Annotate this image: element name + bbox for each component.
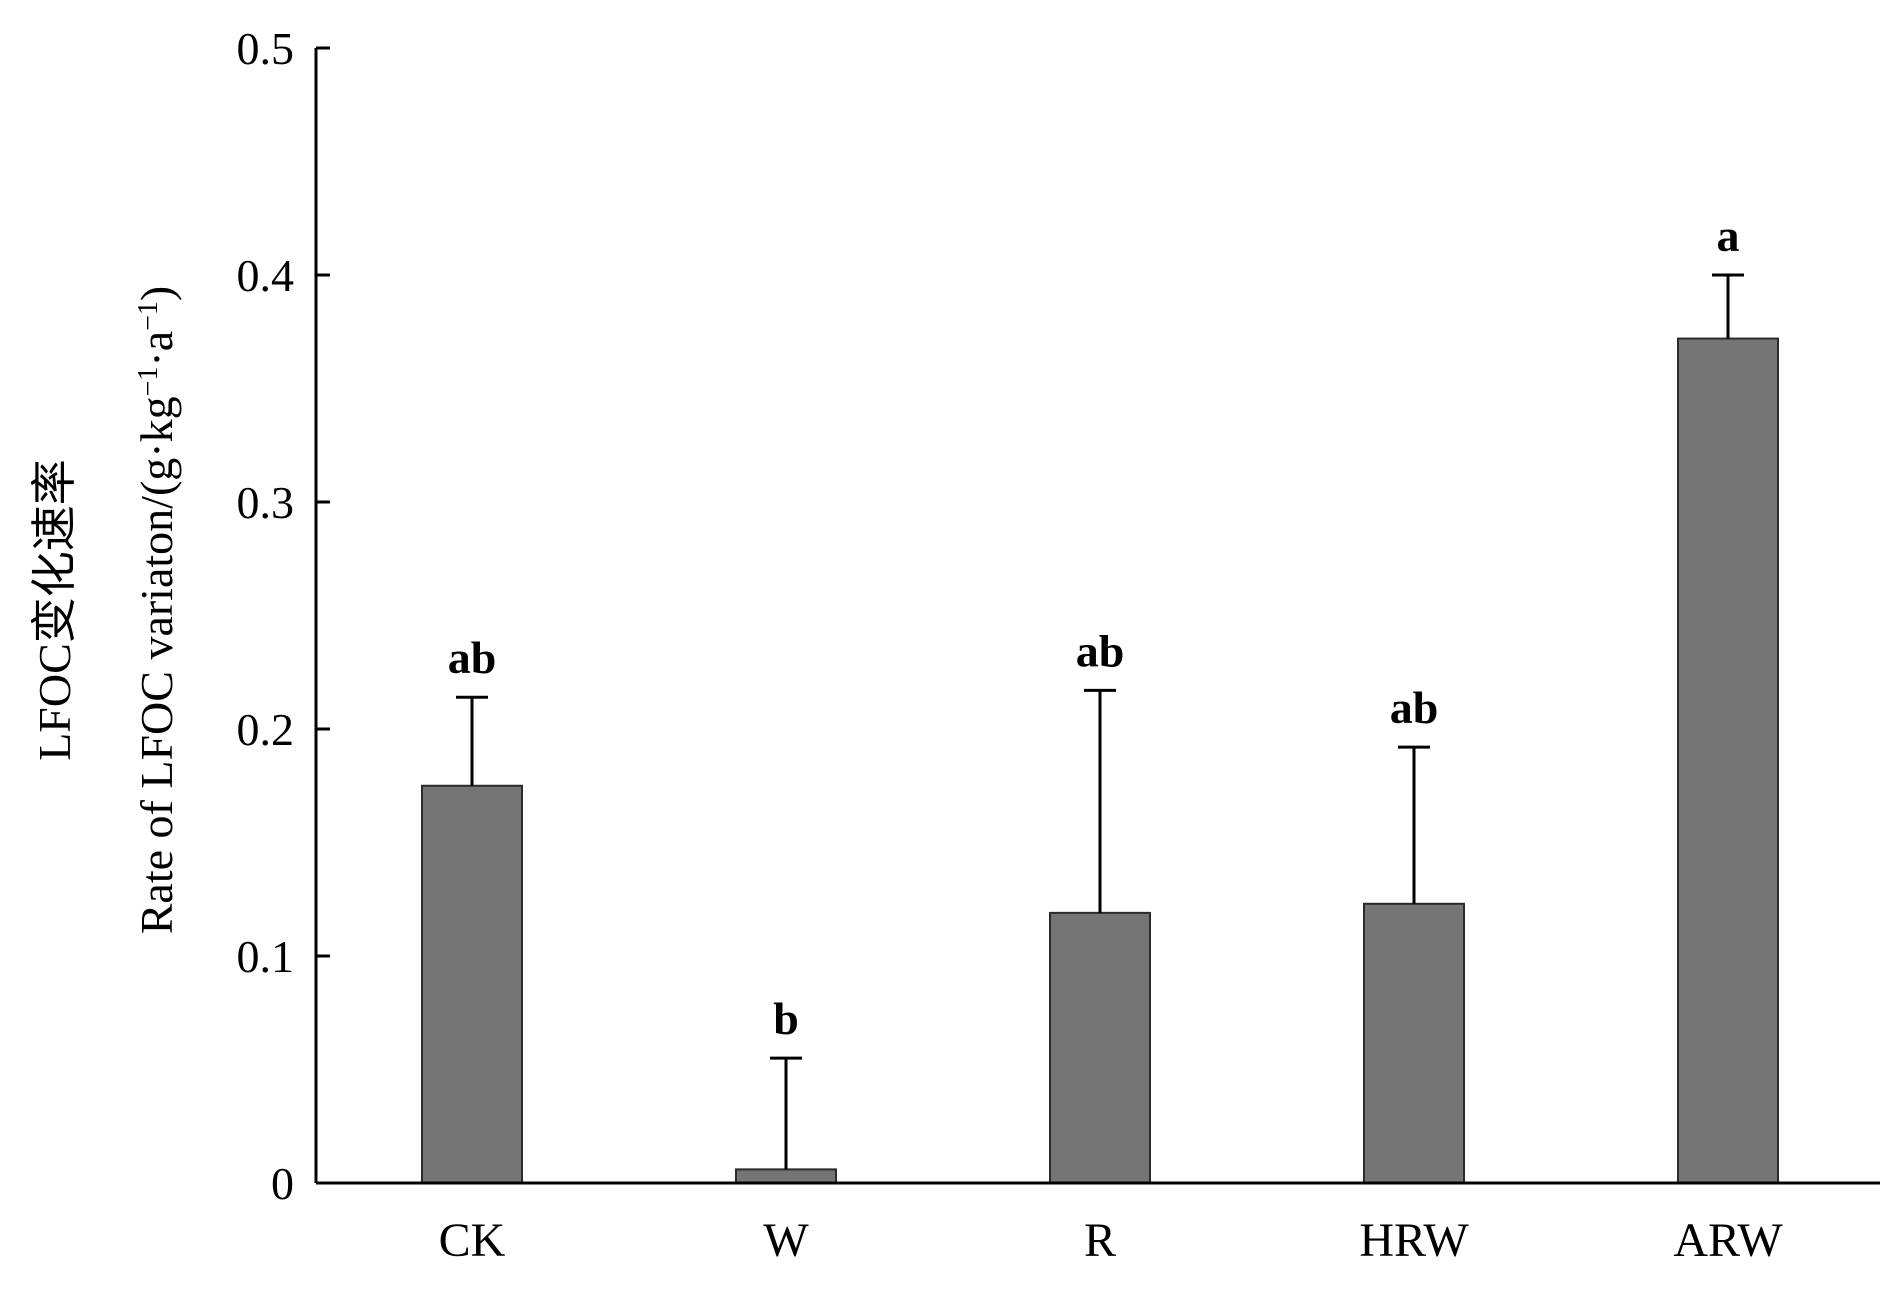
significance-label-arw: a (1717, 210, 1740, 261)
significance-label-w: b (773, 993, 799, 1044)
error-bars (456, 273, 1744, 1170)
x-tick-label-arw: ARW (1673, 1214, 1783, 1267)
x-tick-label-ck: CK (439, 1214, 506, 1267)
significance-labels: ab b ab ab a (448, 210, 1740, 1044)
x-tick-label-w: W (763, 1214, 809, 1267)
y-tick-label: 0.4 (237, 250, 295, 301)
y-axis-title-part-end: ) (131, 286, 182, 301)
bar-r (1049, 911, 1151, 1184)
y-axis-title-exp1: −1 (133, 367, 164, 397)
y-tick-label: 0.2 (237, 704, 295, 755)
significance-label-hrw: ab (1390, 682, 1439, 733)
y-tick-label: 0.1 (237, 931, 295, 982)
bars (421, 337, 1779, 1185)
y-axis-title-line1: LFOC变化速率 (29, 459, 80, 761)
significance-label-ck: ab (448, 632, 497, 683)
x-tick-label-r: R (1084, 1214, 1116, 1267)
y-tick-label: 0.5 (237, 23, 295, 74)
y-tick-label: 0 (271, 1158, 294, 1209)
bar-w (735, 1168, 837, 1185)
y-axis-ticks: 0 0.1 0.2 0.3 0.4 0.5 (237, 23, 330, 1209)
y-axis-title-exp2: −1 (133, 301, 164, 331)
bar-arw (1677, 337, 1779, 1184)
y-axis-title: LFOC变化速率 Rate of LFOC variaton/(g·kg−1·a… (29, 286, 182, 935)
y-axis-title-line2: Rate of LFOC variaton/(g·kg−1·a−1) (131, 286, 182, 935)
x-tick-label-hrw: HRW (1359, 1214, 1469, 1267)
category-labels: CK W R HRW ARW (439, 1214, 1784, 1267)
significance-label-r: ab (1076, 625, 1125, 676)
y-tick-label: 0.3 (237, 477, 295, 528)
bar-hrw (1363, 902, 1465, 1184)
y-axis-title-part-main: Rate of LFOC variaton/(g·kg (131, 396, 182, 934)
y-axis-title-part-mid: ·a (131, 331, 182, 367)
bar-ck (421, 784, 523, 1184)
